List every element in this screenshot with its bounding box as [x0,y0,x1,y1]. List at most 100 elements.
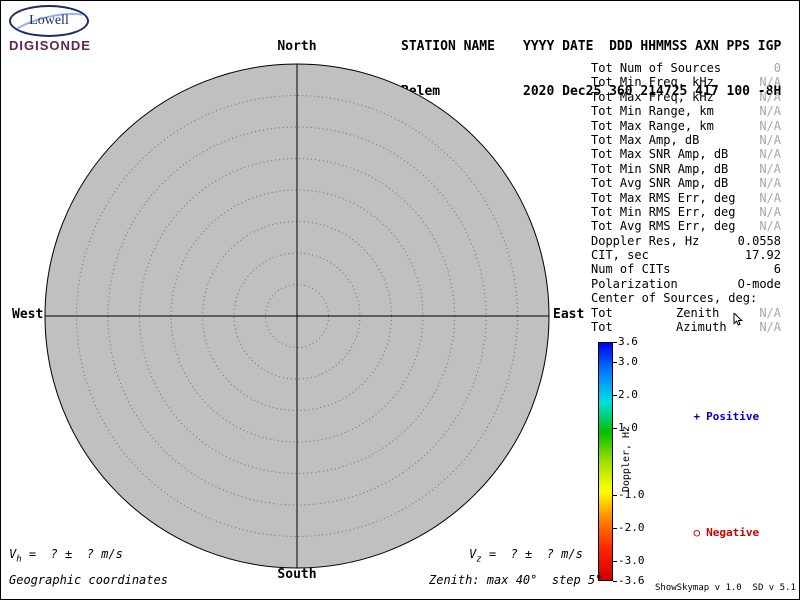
stat-value: N/A [759,190,781,205]
stat-label: Tot Min SNR Amp, dB [591,161,729,176]
legend-positive: + Positive [667,397,760,436]
totals-stats-panel: Tot Num of Sources 0 Tot Min Freq, kHz N/A T… [591,61,781,334]
legend-negative-label: Negative [706,526,760,539]
colorbar-tick-mark [613,395,617,397]
stat-value: N/A [759,204,781,219]
colorbar-tick-label: -3.0 [618,554,645,568]
stat-value: N/A [759,89,781,104]
stat-row: Tot Min Freq, kHz N/A [591,75,781,89]
stat-row: Tot Min SNR Amp, dB N/A [591,162,781,176]
doppler-colorbar [598,342,613,581]
colorbar-tick-mark [613,342,617,343]
circle-marker-icon: ○ [693,526,701,539]
legend-positive-label: Positive [706,410,760,423]
stat-component-label: Zenith [676,305,720,320]
skymap-plot [44,63,550,569]
colorbar-tick-label: -2.0 [618,520,645,534]
stat-label: Num of CITs [591,262,671,277]
legend-negative: ○ Negative [667,513,760,552]
stat-row: Tot Max SNR Amp, dB N/A [591,147,781,161]
vz-subscript: z [476,554,482,565]
mouse-cursor-icon [733,313,743,326]
stat-row: Tot Min Range, km N/A [591,104,781,118]
vz-symbol: V [469,547,477,561]
vz-value: = ? ± ? m/s [481,547,583,561]
vh-symbol: V [9,547,17,561]
colorbar-tick-mark [613,494,617,496]
stat-label: Tot Avg RMS Err, deg [591,219,736,234]
vh-value: = ? ± ? m/s [21,547,123,561]
colorbar-tick-mark [613,527,617,529]
stat-value: O-mode [737,276,781,291]
stat-row: Tot Max Range, km N/A [591,119,781,133]
stat-value: N/A [759,104,781,119]
stat-row: Tot Min RMS Err, deg N/A [591,205,781,219]
stat-value: 0.0558 [737,233,781,248]
doppler-axis-label: Doppler, Hz [621,425,632,493]
timestamp-columns-value: 2020 Dec25 360 214725 417 100 -8H [523,84,782,99]
timestamp-header: YYYY DATE DDD HHMMSS AXN PPS IGP 2020 De… [523,9,781,129]
stat-row: Tot Avg SNR Amp, dB N/A [591,176,781,190]
stat-label: Tot Max Range, km [591,118,714,133]
stat-label: Tot [591,305,613,320]
stat-row: CIT, sec 17.92 [591,248,781,262]
stat-value: N/A [759,219,781,234]
stat-component-label: Azimuth [676,320,727,335]
stat-row: Doppler Res, Hz 0.0558 [591,234,781,248]
direction-label-north: North [277,39,317,54]
stat-value: N/A [759,320,781,335]
stat-label: Tot Avg SNR Amp, dB [591,176,729,191]
stat-row: Tot Avg RMS Err, deg N/A [591,219,781,233]
lowell-logo-oval: Lowell [9,5,89,37]
stat-label: CIT, sec [591,248,649,263]
stat-value: N/A [759,176,781,191]
direction-label-west: West [12,307,44,322]
stat-value: N/A [759,75,781,90]
colorbar-tick-label: 2.0 [618,388,638,402]
stat-row: Num of CITs 6 [591,262,781,276]
vz-readout: Vz = ? ± ? m/s [469,547,583,564]
stat-label: Tot Min Freq, kHz [591,75,714,90]
stat-label: Tot Max SNR Amp, dB [591,147,729,162]
stat-row: Center of Sources, deg: [591,291,781,305]
stat-row: Tot Num of Sources 0 [591,61,781,75]
stat-label: Tot Max RMS Err, deg [591,190,736,205]
stat-label: Tot Min RMS Err, deg [591,204,736,219]
stat-row: Tot Max Freq, kHz N/A [591,90,781,104]
stat-row: Polarization O-mode [591,277,781,291]
vh-readout: Vh = ? ± ? m/s [9,547,123,564]
colorbar-tick-label: -1.0 [618,487,645,501]
colorbar-tick-label: 3.0 [618,354,638,368]
colorbar-tick-label: 3.6 [618,335,638,348]
stat-row: Tot Zenith N/A [591,306,781,320]
colorbar-tick-mark [613,561,617,563]
stat-value: 6 [773,262,781,277]
stat-value: N/A [759,305,781,320]
timestamp-columns-label: YYYY DATE DDD HHMMSS AXN PPS IGP [523,39,782,54]
colorbar-tick-mark [613,581,617,582]
lowell-logo-text: Lowell [29,13,69,28]
station-name-label: STATION NAME [401,39,495,54]
vh-subscript: h [16,554,22,565]
stat-row: Tot Azimuth N/A [591,320,781,334]
stat-row: Tot Max RMS Err, deg N/A [591,191,781,205]
stat-label: Tot Max Amp, dB [591,132,700,147]
stat-label: Tot Min Range, km [591,104,714,119]
stat-label: Center of Sources, deg: [591,291,758,306]
stat-label: Tot Num of Sources [591,61,722,75]
coordinates-label: Geographic coordinates [9,573,168,587]
colorbar-tick-label: 1.0 [618,421,638,435]
stat-label: Tot [591,320,613,335]
stat-label: Doppler Res, Hz [591,233,700,248]
stat-value: N/A [759,118,781,133]
stat-label: Polarization [591,276,678,291]
digisonde-logo-text: DIGISONDE [9,38,91,53]
colorbar-tick-label: -3.6 [618,574,645,587]
version-label: ShowSkymap v 1.0 SD v 5.1 [655,583,796,593]
zenith-range-label: Zenith: max 40° step 5° [429,573,603,587]
colorbar-tick-mark [613,428,617,430]
plus-marker-icon: + [693,410,701,423]
stat-value: N/A [759,147,781,162]
stat-label: Tot Max Freq, kHz [591,89,714,104]
